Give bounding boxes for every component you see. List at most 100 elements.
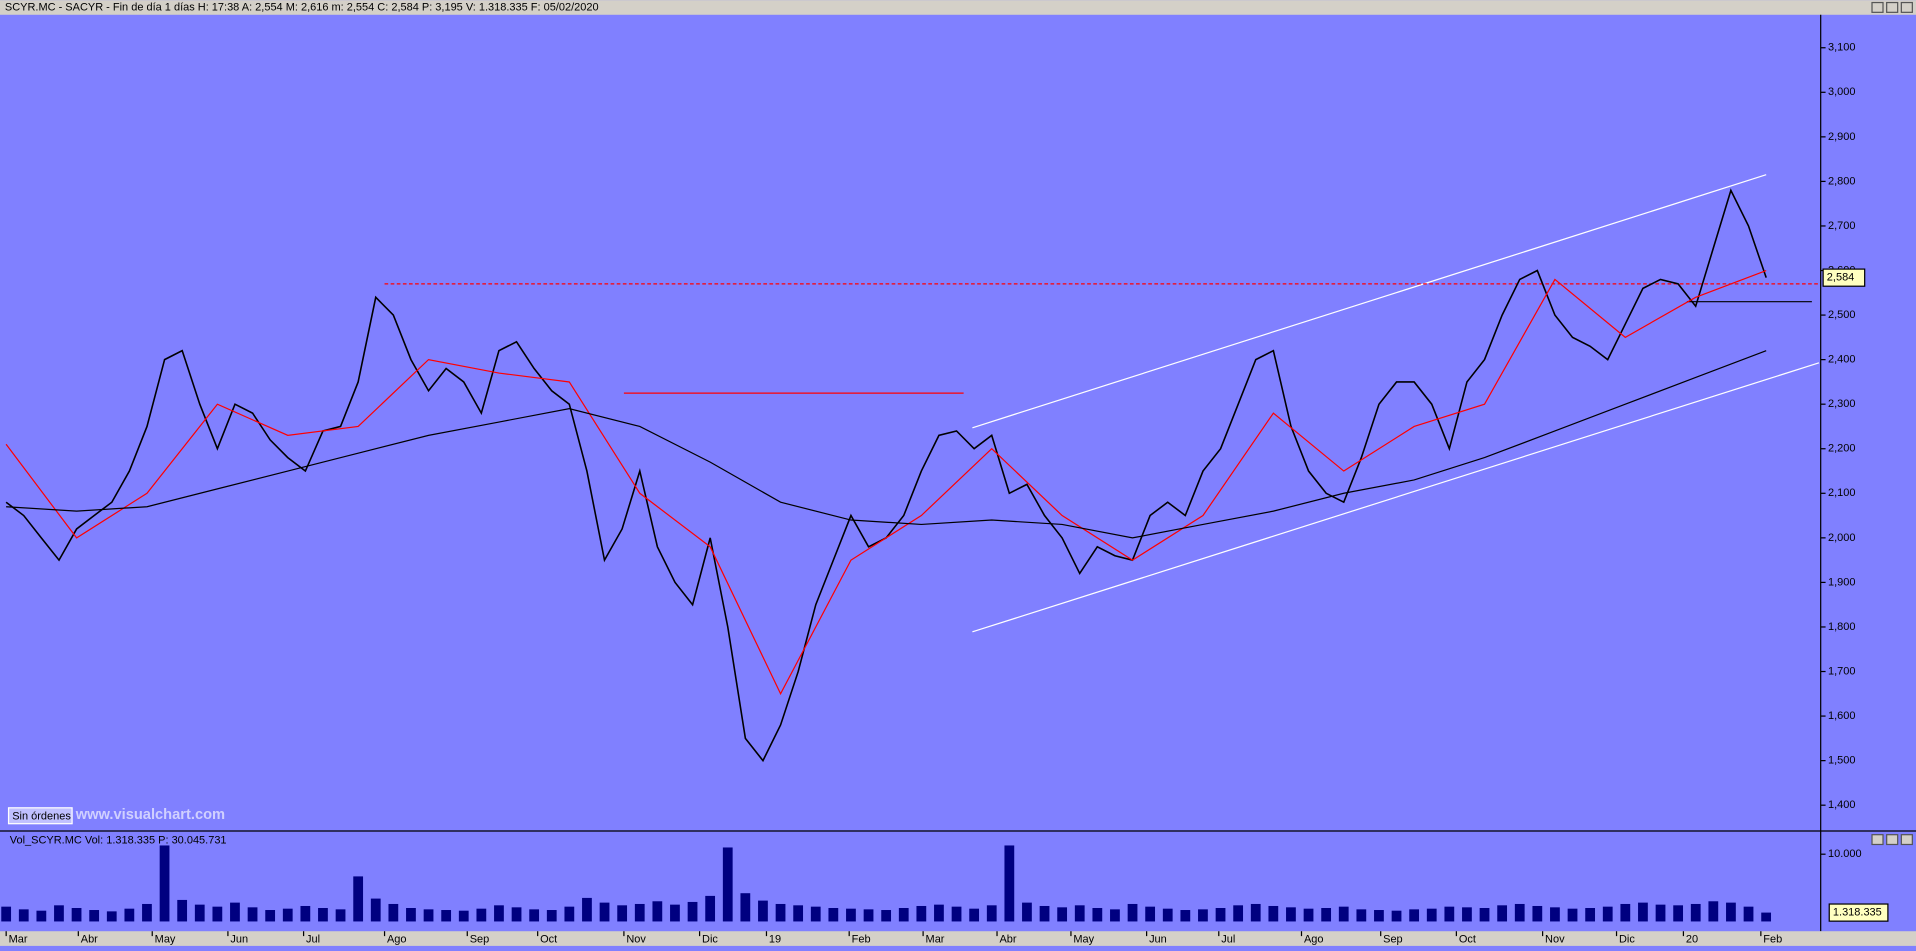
volume-bar [1497,905,1508,922]
last-volume-label: 1.318.335 [1833,906,1882,918]
volume-bar [71,908,82,922]
volume-bar [18,909,29,922]
y-tick-label: 2,700 [1828,220,1856,232]
volume-bar [652,901,663,922]
volume-bar [969,908,980,922]
volume-bar [934,904,944,922]
volume-bar [1356,909,1367,922]
price-line [6,350,1767,539]
volume-bar [1250,903,1261,922]
x-tick-label: Mar [9,934,28,946]
volume-bar [1585,908,1596,922]
volume-bar [1567,908,1578,922]
y-tick-label: 2,300 [1828,398,1856,410]
volume-bar [36,910,47,922]
volume-bar [230,902,240,922]
x-tick-label: Feb [852,934,871,946]
volume-bar [846,908,856,922]
volume-bar [599,902,610,922]
volume-bar [423,909,434,922]
volume-bar [740,893,751,922]
volume-bar [1374,910,1384,922]
volume-title: Vol_SCYR.MC Vol: 1.318.335 P: 30.045.731 [10,835,227,847]
y-tick-label: 3,000 [1828,86,1856,98]
volume-bar [1708,901,1719,922]
volume-bar [810,906,821,922]
volume-bar [1022,902,1032,922]
volume-bar [1743,906,1754,922]
watermark: www.visualchart.com [75,807,225,823]
y-tick-label: 1,400 [1828,799,1856,811]
volume-bar [124,908,135,922]
volume-bar [1057,907,1068,922]
window-button[interactable] [1871,834,1884,846]
volume-bar [1092,908,1103,922]
volume-bar [687,901,698,922]
window-button[interactable] [1871,1,1884,13]
chart-title: SCYR.MC - SACYR - Fin de día 1 días H: 1… [5,1,599,13]
volume-bar [1162,908,1173,922]
volume-bar [458,910,469,922]
volume-bar [177,899,188,922]
trend-line [972,174,1767,429]
volume-bar [722,847,733,922]
volume-bar [1655,904,1666,922]
x-tick-label: Jul [306,934,320,946]
volume-bar [1761,912,1772,922]
volume-bar [1039,905,1050,922]
volume-bar [1532,905,1543,922]
header-bar [0,0,1916,15]
volume-bar [775,903,786,922]
y-tick-label: 2,000 [1828,532,1856,544]
x-tick-label: Jul [1221,934,1235,946]
volume-bar [1198,909,1208,922]
x-tick-label: May [155,934,176,946]
y-tick-label: 2,200 [1828,443,1856,455]
volume-bar [476,908,487,922]
volume-bar [282,908,293,922]
volume-bar [898,908,909,922]
volume-bar [705,895,716,922]
x-tick-label: Oct [1459,934,1476,946]
status-text: Sin órdenes [12,810,71,822]
volume-bar [1233,905,1244,922]
volume-bar [1479,908,1490,922]
x-tick-label: Oct [540,934,557,946]
volume-bar [758,900,768,922]
status-box[interactable] [7,807,73,825]
volume-bar [564,906,575,922]
volume-bar [194,904,205,922]
volume-bar [212,906,223,922]
volume-bar [793,905,804,922]
y-tick-label: 1,700 [1828,665,1856,677]
volume-bar [300,905,311,922]
volume-bar [986,905,997,922]
volume-bar [1726,902,1736,922]
volume-bar [1690,903,1701,922]
volume-bar [370,898,381,922]
y-tick-label: 1,800 [1828,621,1856,633]
x-tick-label: Nov [1545,934,1565,946]
y-tick-label: 3,100 [1828,42,1856,54]
window-button[interactable] [1900,1,1913,13]
x-tick-label: Abr [81,934,98,946]
volume-bar [828,908,839,922]
price-line [5,269,1767,696]
volume-bar [106,911,117,922]
window-button[interactable] [1886,834,1899,846]
window-button[interactable] [1900,834,1913,846]
y-tick-label: 2,800 [1828,175,1856,187]
volume-bar [388,903,399,922]
x-tick-label: Sep [470,934,490,946]
window-button[interactable] [1886,1,1899,13]
x-axis-strip [0,931,1916,946]
x-tick-label: May [1073,934,1094,946]
volume-bar [1338,906,1349,922]
x-tick-label: Jun [1149,934,1167,946]
volume-bar [335,909,346,922]
volume-bar [1215,908,1226,922]
x-tick-label: Ago [387,934,407,946]
